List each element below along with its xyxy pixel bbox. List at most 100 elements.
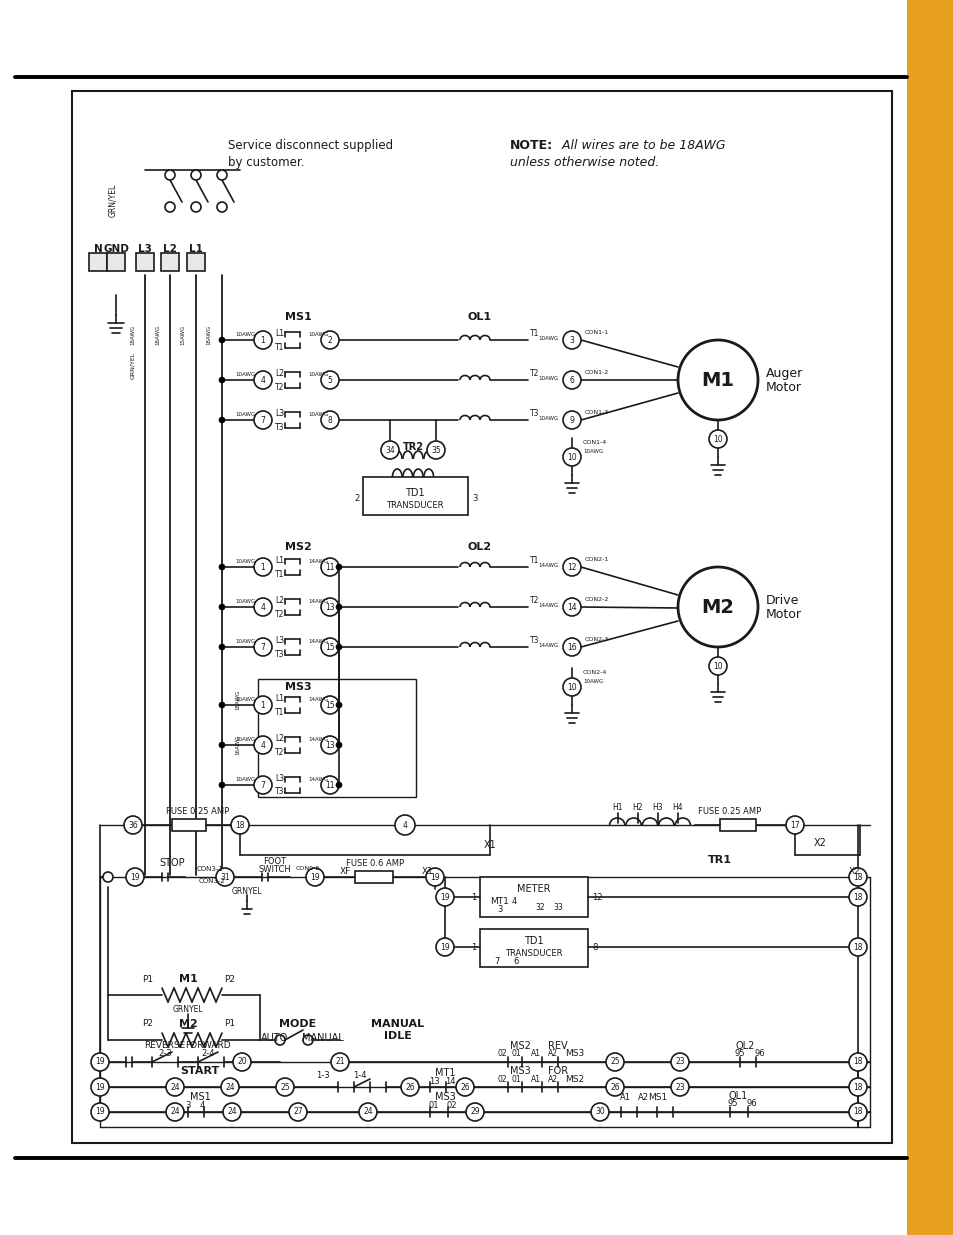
Circle shape bbox=[436, 888, 454, 906]
Text: 13: 13 bbox=[325, 741, 335, 750]
Text: MT1: MT1 bbox=[435, 1068, 455, 1078]
Text: T3: T3 bbox=[274, 788, 284, 797]
Text: 23: 23 bbox=[675, 1057, 684, 1067]
Circle shape bbox=[320, 638, 338, 656]
Text: 19: 19 bbox=[310, 872, 319, 882]
Text: 18: 18 bbox=[852, 942, 862, 951]
Text: 10AWG: 10AWG bbox=[308, 372, 328, 377]
Text: GRNYEL: GRNYEL bbox=[232, 887, 262, 895]
Circle shape bbox=[562, 411, 580, 429]
Bar bbox=[161, 253, 179, 270]
Text: X1: X1 bbox=[483, 840, 496, 850]
Text: A2: A2 bbox=[637, 1093, 648, 1102]
Text: 01: 01 bbox=[428, 1100, 438, 1109]
Text: 26: 26 bbox=[610, 1083, 619, 1092]
Text: 16: 16 bbox=[567, 642, 577, 652]
Circle shape bbox=[400, 1078, 418, 1095]
Text: 25: 25 bbox=[610, 1057, 619, 1067]
Text: 23: 23 bbox=[675, 1083, 684, 1092]
Text: 02: 02 bbox=[497, 1050, 506, 1058]
Circle shape bbox=[562, 370, 580, 389]
Text: TR2: TR2 bbox=[402, 442, 423, 452]
Text: MS2: MS2 bbox=[285, 542, 312, 552]
Text: MS3: MS3 bbox=[435, 1092, 455, 1102]
Text: METER: METER bbox=[517, 884, 550, 894]
Text: 14AWG: 14AWG bbox=[308, 736, 328, 741]
Circle shape bbox=[166, 1103, 184, 1121]
Text: 18AWG: 18AWG bbox=[235, 690, 240, 710]
Text: X2: X2 bbox=[813, 839, 825, 848]
Text: 27: 27 bbox=[293, 1108, 302, 1116]
Bar bbox=[107, 253, 125, 270]
Circle shape bbox=[221, 1078, 239, 1095]
Text: 6: 6 bbox=[513, 956, 518, 966]
Circle shape bbox=[275, 1078, 294, 1095]
Text: 2-3: 2-3 bbox=[158, 1050, 172, 1058]
Text: MS1: MS1 bbox=[190, 1092, 211, 1102]
Text: T3: T3 bbox=[274, 650, 284, 658]
Text: T2: T2 bbox=[274, 610, 284, 619]
Circle shape bbox=[320, 370, 338, 389]
Text: L2: L2 bbox=[274, 734, 284, 742]
Text: P1: P1 bbox=[224, 1020, 235, 1029]
Text: Auger: Auger bbox=[765, 367, 802, 379]
Text: 14AWG: 14AWG bbox=[537, 603, 558, 608]
Circle shape bbox=[219, 564, 225, 571]
Text: MS3: MS3 bbox=[565, 1050, 584, 1058]
Circle shape bbox=[335, 643, 341, 650]
Circle shape bbox=[335, 742, 341, 748]
Text: T2: T2 bbox=[530, 595, 538, 604]
Text: M1: M1 bbox=[178, 974, 197, 984]
Bar bbox=[257, 679, 416, 797]
Text: CON3-2: CON3-2 bbox=[198, 878, 225, 884]
Circle shape bbox=[306, 868, 324, 885]
Text: N: N bbox=[93, 245, 102, 254]
Text: OL1: OL1 bbox=[727, 1091, 747, 1100]
Text: 10AWG: 10AWG bbox=[234, 697, 254, 701]
Circle shape bbox=[91, 1103, 109, 1121]
Circle shape bbox=[191, 203, 201, 212]
Text: GND: GND bbox=[103, 245, 129, 254]
Text: 3: 3 bbox=[472, 494, 476, 503]
Text: T3: T3 bbox=[530, 636, 539, 645]
Text: 10AWG: 10AWG bbox=[308, 411, 328, 416]
Circle shape bbox=[253, 370, 272, 389]
Text: 2-4: 2-4 bbox=[201, 1050, 214, 1058]
Text: 35: 35 bbox=[431, 446, 440, 454]
Text: 18: 18 bbox=[235, 820, 245, 830]
Text: 4: 4 bbox=[260, 375, 265, 384]
Circle shape bbox=[253, 331, 272, 350]
Text: CON1-3: CON1-3 bbox=[584, 410, 609, 415]
Circle shape bbox=[253, 697, 272, 714]
Text: A1: A1 bbox=[618, 1093, 630, 1102]
Bar bbox=[363, 477, 468, 515]
Text: 30: 30 bbox=[595, 1108, 604, 1116]
Circle shape bbox=[320, 697, 338, 714]
Circle shape bbox=[335, 782, 341, 788]
Text: 3: 3 bbox=[497, 905, 502, 914]
Text: L1: L1 bbox=[189, 245, 203, 254]
Circle shape bbox=[605, 1078, 623, 1095]
Circle shape bbox=[562, 678, 580, 697]
Text: 19: 19 bbox=[95, 1083, 105, 1092]
Circle shape bbox=[219, 742, 225, 748]
Bar bbox=[187, 253, 205, 270]
Text: GRN/YEL: GRN/YEL bbox=[131, 352, 135, 379]
Text: REV: REV bbox=[548, 1041, 567, 1051]
Text: IDLE: IDLE bbox=[384, 1031, 412, 1041]
Circle shape bbox=[165, 203, 174, 212]
Text: TRANSDUCER: TRANSDUCER bbox=[386, 500, 443, 510]
Circle shape bbox=[590, 1103, 608, 1121]
Circle shape bbox=[670, 1078, 688, 1095]
Text: L2: L2 bbox=[274, 595, 284, 604]
Circle shape bbox=[165, 170, 174, 180]
Text: 18: 18 bbox=[852, 1108, 862, 1116]
Circle shape bbox=[848, 1078, 866, 1095]
Text: H3: H3 bbox=[652, 803, 662, 811]
Text: 20: 20 bbox=[237, 1057, 247, 1067]
Text: 10AWG: 10AWG bbox=[234, 411, 254, 416]
Text: X1: X1 bbox=[421, 867, 434, 877]
Circle shape bbox=[562, 331, 580, 350]
Text: Drive: Drive bbox=[765, 594, 799, 606]
Text: STOP: STOP bbox=[159, 858, 185, 868]
